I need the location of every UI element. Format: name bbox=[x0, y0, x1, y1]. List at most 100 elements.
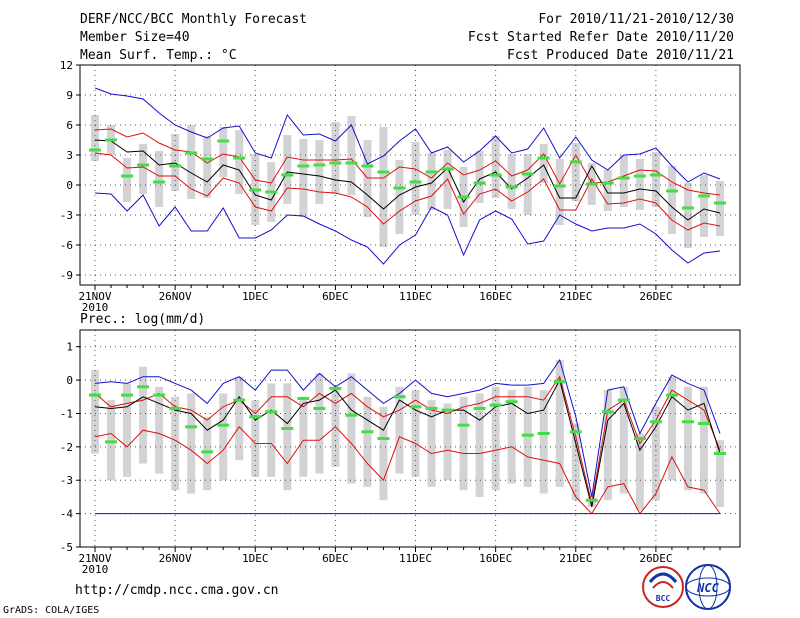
forecast-start-date: Fcst Started Refer Date 2010/11/20 bbox=[467, 30, 734, 45]
prec-x-tick-label: 21DEC bbox=[559, 552, 592, 565]
temp-spread-box bbox=[347, 116, 356, 195]
temp-y-tick-label: -9 bbox=[60, 269, 73, 282]
prec-spread-box bbox=[651, 406, 660, 501]
prec-spread-box bbox=[379, 406, 388, 501]
prec-series-lower bbox=[94, 426, 721, 515]
prec-x-tick-label: 11DEC bbox=[399, 552, 432, 565]
temp-y-tick-label: 9 bbox=[66, 89, 73, 102]
temp-x-tick-label: 1DEC bbox=[242, 290, 269, 303]
precip-panel-title: Prec.: log(mm/d) bbox=[80, 312, 205, 327]
prec-spread-box bbox=[427, 400, 436, 487]
prec-spread-box bbox=[187, 393, 196, 494]
prec-x-tick-label: 21NOV bbox=[78, 552, 111, 565]
temp-spread-box bbox=[235, 130, 244, 194]
prec-spread-box bbox=[667, 376, 676, 481]
prec-spread-box bbox=[203, 416, 212, 491]
prec-spread-box bbox=[603, 390, 612, 501]
prec-x-tick-label: 1DEC bbox=[242, 552, 269, 565]
prec-spread-box bbox=[155, 386, 164, 474]
prec-x-tick-label: 26DEC bbox=[639, 552, 672, 565]
prec-y-tick-label: -5 bbox=[60, 541, 73, 554]
temp-spread-box bbox=[219, 127, 228, 177]
member-size-label: Member Size=40 bbox=[80, 30, 190, 45]
temp-spread-box bbox=[699, 175, 708, 237]
prec-x-tick-label: 26NOV bbox=[159, 552, 192, 565]
temp-spread-box bbox=[651, 152, 660, 207]
temp-spread-box bbox=[203, 136, 212, 198]
prec-y-tick-label: 0 bbox=[66, 374, 73, 387]
temp-y-tick-label: 3 bbox=[66, 149, 73, 162]
temp-spread-box bbox=[427, 153, 436, 210]
temp-spread-box bbox=[667, 166, 676, 234]
temp-spread-box bbox=[555, 159, 564, 225]
prec-y-tick-label: -3 bbox=[60, 474, 73, 487]
temp-spread-box bbox=[395, 160, 404, 234]
chart-title: DERF/NCC/BCC Monthly Forecast bbox=[80, 12, 307, 27]
temp-spread-box bbox=[91, 115, 99, 161]
prec-y-tick-label: -1 bbox=[60, 407, 73, 420]
prec-spread-box bbox=[507, 390, 516, 484]
variable-label: Mean Surf. Temp.: °C bbox=[80, 48, 237, 63]
temp-spread-box bbox=[539, 144, 548, 183]
ncc-logo: NCC bbox=[685, 564, 731, 610]
temp-y-tick-label: 0 bbox=[66, 179, 73, 192]
temp-series-upper bbox=[94, 128, 721, 196]
temp-y-tick-label: 6 bbox=[66, 119, 73, 132]
temp-series-lower bbox=[94, 152, 721, 231]
prec-spread-box bbox=[635, 433, 644, 511]
prec-spread-box bbox=[475, 393, 484, 497]
temp-year-label: 2010 bbox=[82, 301, 109, 314]
prec-spread-box bbox=[347, 373, 356, 484]
prec-spread-box bbox=[395, 386, 404, 474]
temp-spread-box bbox=[187, 125, 196, 199]
temperature-panel: -9 -6 -3 0 3 6 9 12 21NOV 26NOV 1DEC 6DEC 11DEC 16DEC… bbox=[60, 59, 741, 314]
grads-credit: GrADS: COLA/IGES bbox=[3, 605, 100, 616]
prec-spread-box bbox=[299, 396, 308, 477]
temp-spread-box bbox=[619, 155, 628, 207]
temp-y-tick-label: 12 bbox=[60, 59, 73, 72]
temp-spread-box bbox=[716, 181, 724, 236]
temp-series-mean bbox=[94, 139, 721, 221]
forecast-produced-date: Fcst Produced Date 2010/11/21 bbox=[507, 48, 734, 63]
ncc-logo-text: NCC bbox=[696, 581, 719, 595]
bcc-logo: BCC bbox=[642, 566, 684, 608]
temp-x-tick-label: 26NOV bbox=[159, 290, 192, 303]
prec-spread-box bbox=[683, 386, 692, 491]
prec-spread-box bbox=[491, 386, 500, 491]
prec-year-label: 2010 bbox=[82, 563, 109, 576]
temp-x-tick-label: 26DEC bbox=[639, 290, 672, 303]
prec-spread-box bbox=[571, 423, 580, 501]
temp-spread-box bbox=[571, 143, 580, 201]
prec-spread-box bbox=[219, 393, 228, 481]
prec-series-max bbox=[94, 358, 721, 497]
prec-y-tick-label: -4 bbox=[60, 508, 74, 521]
prec-y-tick-label: -2 bbox=[60, 441, 73, 454]
prec-spread-box bbox=[619, 386, 628, 494]
prec-spread-box bbox=[171, 396, 180, 491]
temp-spread-box bbox=[283, 135, 292, 204]
temp-spread-box bbox=[411, 142, 420, 215]
temp-x-tick-label: 21DEC bbox=[559, 290, 592, 303]
forecast-period: For 2010/11/21-2010/12/30 bbox=[538, 12, 734, 27]
prec-spread-box bbox=[251, 400, 260, 477]
prec-plot-frame bbox=[79, 329, 741, 548]
temp-spread-box bbox=[635, 159, 644, 210]
prec-y-tick-label: 1 bbox=[66, 341, 73, 354]
prec-spread-box bbox=[315, 373, 324, 474]
temp-spread-box bbox=[507, 154, 516, 209]
temp-spread-box bbox=[491, 136, 500, 198]
temp-spread-box bbox=[315, 140, 324, 204]
temp-spread-box bbox=[299, 139, 308, 217]
prec-spread-box bbox=[123, 383, 132, 477]
prec-spread-box bbox=[107, 400, 116, 481]
temp-x-tick-label: 11DEC bbox=[399, 290, 432, 303]
temp-y-tick-label: -3 bbox=[60, 209, 73, 222]
source-url[interactable]: http://cmdp.ncc.cma.gov.cn bbox=[75, 583, 279, 598]
prec-series-mean bbox=[94, 378, 721, 508]
temp-spread-box bbox=[379, 127, 388, 247]
temp-x-tick-label: 6DEC bbox=[322, 290, 349, 303]
temp-x-tick-label: 16DEC bbox=[479, 290, 512, 303]
prec-spread-box bbox=[91, 370, 99, 454]
temp-series-min bbox=[94, 192, 721, 265]
